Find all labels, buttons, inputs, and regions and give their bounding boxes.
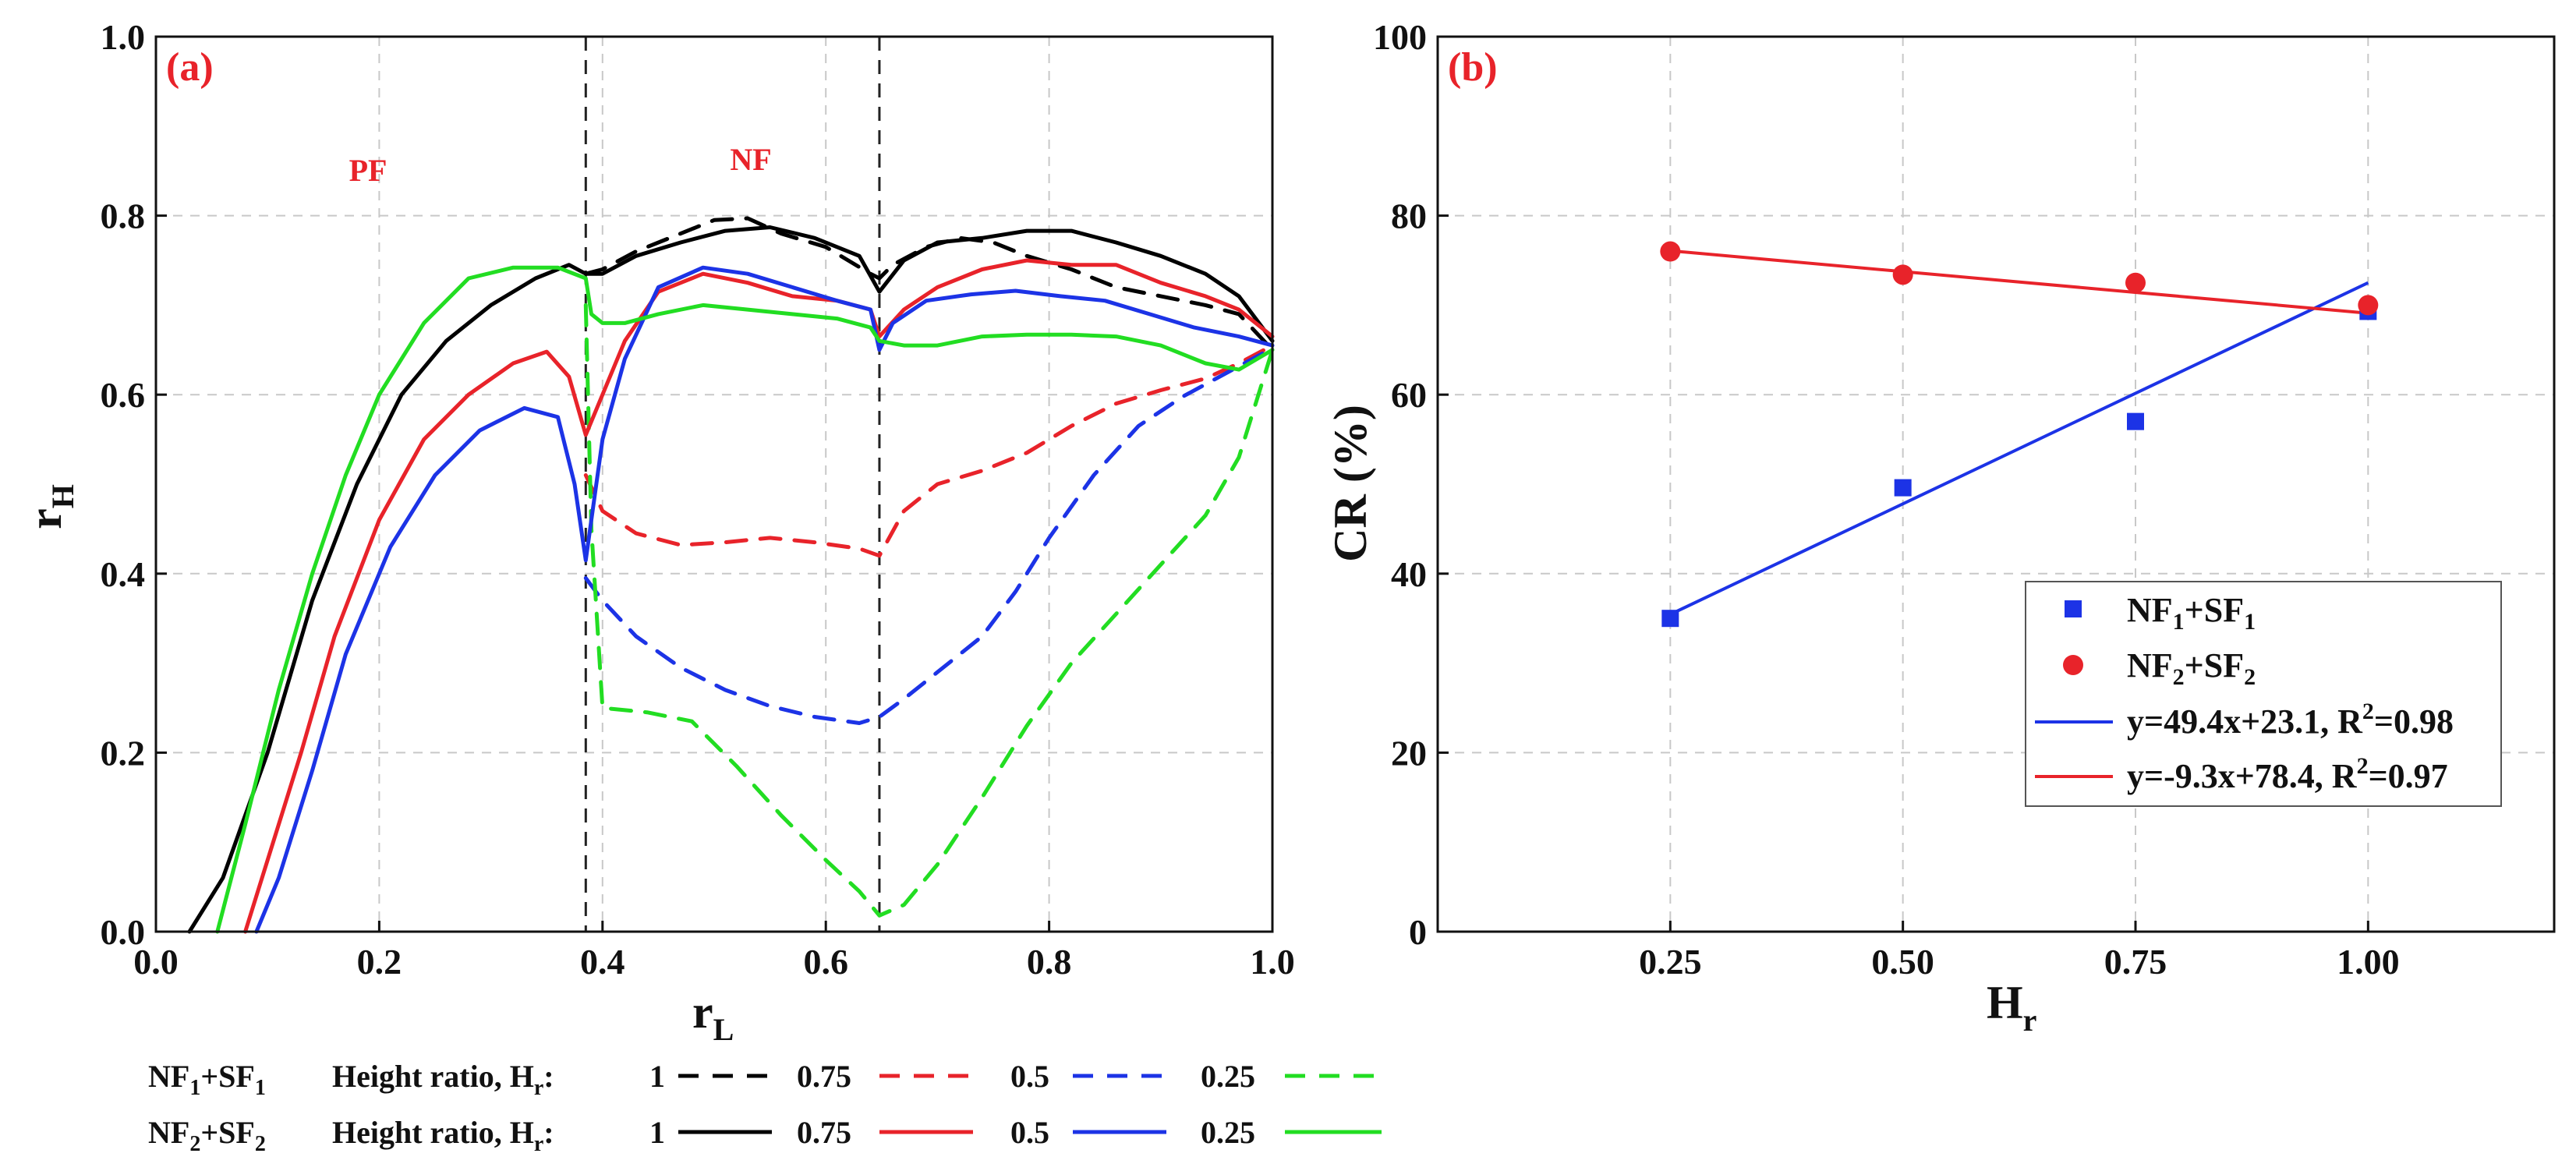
series-line-nf1-sf1-hr-1 xyxy=(583,216,1275,352)
legend-label-nf1-sf1: NF1+SF1 xyxy=(2127,591,2256,635)
data-point-nf2-sf2 xyxy=(1660,241,1681,262)
panel-b-points xyxy=(1660,241,2379,628)
y-tick-label: 0.0 xyxy=(101,912,146,952)
data-point-nf2-sf2 xyxy=(2125,272,2146,293)
legend-entry-label: 0.75 xyxy=(797,1059,851,1094)
series-line-nf1-sf1-hr-0-25 xyxy=(583,302,1275,918)
legend-entry-label: 0.75 xyxy=(797,1115,851,1150)
y-tick-label: 100 xyxy=(1373,17,1427,57)
legend-height-ratio-label: Height ratio, Hr: xyxy=(332,1059,554,1100)
legend-entry-label: 0.25 xyxy=(1201,1115,1255,1150)
legend-label-nf2-sf2: NF2+SF2 xyxy=(2127,646,2256,690)
panel-a-label: (a) xyxy=(166,45,214,90)
x-tick-label: 0.75 xyxy=(2104,942,2167,982)
legend-marker-square xyxy=(2065,600,2082,617)
data-point-nf1-sf1 xyxy=(1894,479,1912,497)
legend-group-nf1-sf1: NF1+SF1 xyxy=(148,1059,266,1100)
series-line-nf1-sf1-hr-0-75 xyxy=(583,343,1275,558)
region-label-nf: NF xyxy=(730,142,771,177)
y-tick-label: 40 xyxy=(1391,554,1427,594)
panel-a-grid xyxy=(156,37,1272,932)
series-line-nf2-sf2-hr-0-75 xyxy=(243,258,1275,934)
panel-a-series xyxy=(187,37,1275,934)
legend-height-ratio-label: Height ratio, Hr: xyxy=(332,1115,554,1156)
x-tick-label: 0.4 xyxy=(580,942,625,982)
y-tick-label: 0 xyxy=(1409,912,1427,952)
series-line-nf2-sf2-hr-0-5 xyxy=(254,265,1275,934)
fit-line-nf2-sf2 xyxy=(1670,249,2369,315)
legend-group-nf2-sf2: NF2+SF2 xyxy=(148,1115,266,1156)
x-tick-label: 0.2 xyxy=(357,942,402,982)
panel-b-frame xyxy=(1436,35,2556,933)
region-label-pf: PF xyxy=(349,153,387,188)
y-tick-label: 60 xyxy=(1391,375,1427,415)
panel-a: 0.0 0.2 0.4 0.6 0.8 1.0 0.0 0.2 0.4 0.6 0.8 1.0 (a)… xyxy=(19,17,1382,1156)
legend-row-nf2-sf2: NF2+SF2 Height ratio, Hr: 1 0.75 0.5 0.2… xyxy=(148,1115,1382,1156)
data-point-nf1-sf1 xyxy=(2127,412,2144,430)
y-tick-label: 0.8 xyxy=(101,196,146,236)
panel-b-fit-lines xyxy=(1669,249,2369,616)
legend-entry-label: 0.25 xyxy=(1201,1059,1255,1094)
series-line-nf1-sf1-hr-0-5 xyxy=(583,346,1275,725)
series-line-nf2-sf2-hr-0-25 xyxy=(215,265,1275,934)
legend-row-nf1-sf1: NF1+SF1 Height ratio, Hr: 1 0.75 0.5 0.2… xyxy=(148,1059,1382,1100)
legend-entry-label: 1 xyxy=(649,1059,665,1094)
y-tick-label: 20 xyxy=(1391,733,1427,773)
y-tick-label: 0.6 xyxy=(101,375,146,415)
panel-b-label: (b) xyxy=(1448,45,1498,90)
panel-a-frame xyxy=(154,35,1274,933)
legend-entry-label: 1 xyxy=(649,1115,665,1150)
x-tick-label: 0.50 xyxy=(1871,942,1934,982)
legend-entry-label: 0.5 xyxy=(1010,1115,1049,1150)
y-tick-label: 0.2 xyxy=(101,733,146,773)
panel-a-x-axis-label: rL xyxy=(692,986,734,1047)
panel-b-legend: NF1+SF1 NF2+SF2 y=49.4x+23.1, R2=0.98 y=… xyxy=(2025,581,2502,807)
x-tick-label: 0.8 xyxy=(1027,942,1072,982)
fit-line-nf1-sf1 xyxy=(1669,281,2369,616)
panel-b-y-axis-label: CR (%) xyxy=(1325,405,1376,562)
data-point-nf2-sf2 xyxy=(2358,295,2379,316)
y-tick-label: 0.4 xyxy=(101,554,146,594)
panel-b-legend-box xyxy=(2025,581,2502,807)
panel-b: 0.25 0.50 0.75 1.00 0 20 40 60 80 100 (b) Hr CR (… xyxy=(1325,17,2556,1038)
panel-b-ticks: 0.25 0.50 0.75 1.00 0 20 40 60 80 100 xyxy=(1373,17,2400,982)
legend-entry-label: 0.5 xyxy=(1010,1059,1049,1094)
panel-a-y-axis-label: rH xyxy=(19,484,80,529)
panel-b-x-axis-label: Hr xyxy=(1987,977,2036,1038)
panel-a-ticks: 0.0 0.2 0.4 0.6 0.8 1.0 0.0 0.2 0.4 0.6 0.8 1.0 xyxy=(101,17,1295,982)
series-line-nf2-sf2-hr-1 xyxy=(187,225,1275,934)
data-point-nf1-sf1 xyxy=(1661,610,1679,628)
x-tick-label: 1.0 xyxy=(1250,942,1295,982)
x-tick-label: 0.6 xyxy=(803,942,848,982)
x-tick-label: 1.00 xyxy=(2337,942,2400,982)
x-tick-label: 0.0 xyxy=(133,942,179,982)
legend-fit-equation-blue: y=49.4x+23.1, R2=0.98 xyxy=(2127,699,2454,741)
y-tick-label: 1.0 xyxy=(101,17,146,57)
x-tick-label: 0.25 xyxy=(1639,942,1702,982)
data-point-nf2-sf2 xyxy=(1892,264,1913,285)
panel-a-legend: NF1+SF1 Height ratio, Hr: 1 0.75 0.5 0.2… xyxy=(148,1059,1382,1156)
y-tick-label: 80 xyxy=(1391,196,1427,236)
legend-marker-circle xyxy=(2063,655,2083,675)
legend-fit-equation-red: y=-9.3x+78.4, R2=0.97 xyxy=(2127,753,2448,795)
